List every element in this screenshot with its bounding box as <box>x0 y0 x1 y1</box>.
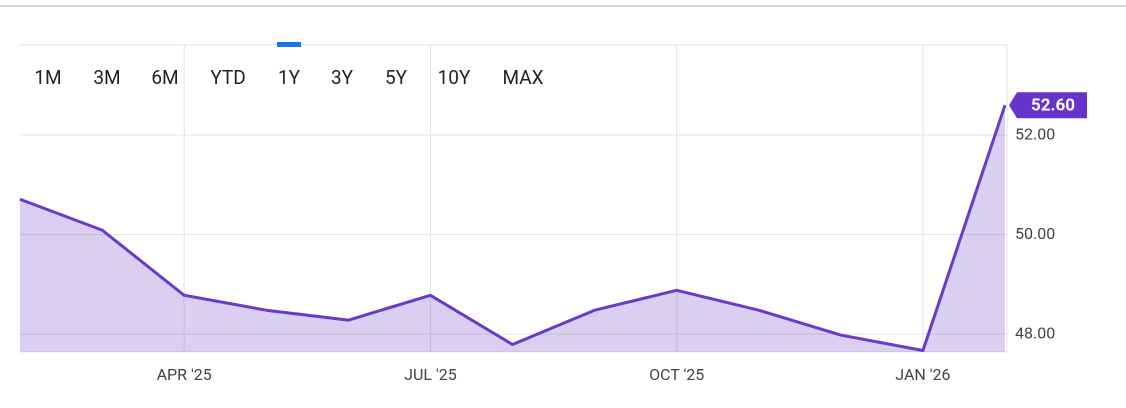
range-button[interactable]: 6M <box>151 66 178 89</box>
value-label: 52.60 <box>1031 96 1075 116</box>
plot: 48.00 50.00 52.00 APR '25 JUL '25 OCT '25 JAN … <box>19 44 1087 384</box>
y-tick-label: 52.00 <box>1015 124 1055 143</box>
range-button[interactable]: 1M <box>34 66 61 89</box>
y-tick-label: 48.00 <box>1015 323 1055 342</box>
active-indicator <box>277 42 301 47</box>
line <box>19 104 1007 353</box>
x-tick-label: APR '25 <box>157 365 212 384</box>
value-label-box <box>1009 92 1087 119</box>
range-button[interactable]: 1Y <box>278 66 301 89</box>
range-button[interactable]: 3M <box>93 66 120 89</box>
range-button[interactable]: 3Y <box>331 66 354 89</box>
x-tick-label: JAN '26 <box>895 365 950 384</box>
y-tick-label: 50.00 <box>1015 224 1055 243</box>
range-button[interactable]: YTD <box>210 66 245 89</box>
range-selector: 1M 3M 6M YTD 1Y 3Y 5Y 10Y MAX <box>34 42 544 89</box>
area-fill <box>20 105 1005 352</box>
range-button: MAX <box>502 66 543 89</box>
range-button: 10Y <box>438 66 471 89</box>
range-button[interactable]: 5Y <box>385 66 408 89</box>
x-tick-label: JUL '25 <box>404 365 457 384</box>
x-tick-label: OCT '25 <box>649 365 704 384</box>
